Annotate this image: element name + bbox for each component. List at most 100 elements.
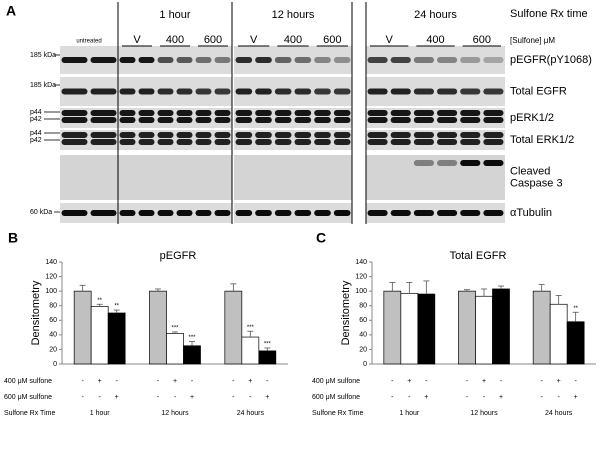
blot-bg [234,155,352,200]
blot-band [333,110,351,116]
blot-band [390,210,411,216]
treatment-sign: - [466,394,469,401]
blot-band [314,117,331,123]
treatment-sign: + [407,378,411,385]
row-label: pERK1/2 [510,112,554,124]
blot-band [90,88,117,95]
blot-band [255,88,272,95]
blot-band [333,210,351,216]
y-tick-label: 20 [359,346,367,353]
blot-band [367,139,388,145]
blot-band [61,210,88,216]
x-tick-label: 12 hours [161,410,189,417]
blot-band [294,57,312,63]
blot-band [255,57,272,63]
marker-label: 185 kDa [30,82,56,89]
blot-band [61,132,88,138]
bar [258,350,277,365]
treatment-sign: + [424,394,428,401]
y-tick-label: 60 [359,317,367,324]
blot-band [314,88,331,95]
panel-letter: B [8,230,18,246]
blot-band [274,88,292,95]
blot-band [460,110,481,116]
blot-band [483,132,504,138]
treatment-sign: - [540,394,543,401]
blot-bg [118,77,232,106]
blot-band [176,117,193,123]
x-tick-label: 1 hour [399,410,420,417]
significance: ** [114,304,119,310]
treatment-sign: - [483,394,486,401]
bar [475,295,493,365]
blot-band [413,139,434,145]
time-label: 12 hours [272,9,315,21]
panel-letter: A [6,3,16,19]
blot-band [214,117,231,123]
treatment-sign: + [557,378,561,385]
bar [90,306,109,365]
bar [566,321,585,365]
chart-title: pEGFR [160,250,197,262]
blot-band [390,110,411,116]
blot-band [437,160,458,166]
blot-band [235,57,253,63]
x-axis-label: Sulfone Rx Time [4,410,55,417]
blot-band [390,117,411,123]
blot-band [61,139,88,145]
y-tick-label: 80 [359,303,367,310]
bar [107,312,126,365]
treatment-sign: - [500,378,503,385]
blot-bg [366,46,505,74]
blot-bg [366,155,505,200]
blot-band [119,57,136,63]
blot-bg [118,130,232,150]
blot-band [437,139,458,145]
blot-band [138,117,155,123]
blot-band [460,88,481,95]
treatment-sign: + [115,394,119,401]
blot-band [314,110,331,116]
blot-bg [118,203,232,223]
blot-band [483,88,504,95]
dose-label: 400 [166,34,184,46]
blot-band [314,57,331,63]
dose-label: 600 [323,34,341,46]
blot-band [195,139,212,145]
treatment-sign: - [98,394,101,401]
treatment-label: 600 μM sulfone [312,394,360,401]
treatment-sign: - [191,378,194,385]
significance: *** [264,342,272,348]
blot-band [437,210,458,216]
treatment-sign: - [408,394,411,401]
blot-band [214,210,231,216]
row-label: Caspase 3 [510,177,563,189]
blot-band [138,110,155,116]
dose-label: V [385,34,393,46]
x-tick-label: 12 hours [470,410,498,417]
time-label: 1 hour [159,9,191,21]
chart-title: Total EGFR [450,250,507,262]
blot-band [367,117,388,123]
treatment-sign: - [391,394,394,401]
blot-band [235,117,253,123]
blot-band [157,132,174,138]
blot-band [294,88,312,95]
treatment-sign: + [574,394,578,401]
untreated-label: untreated [76,39,101,45]
blot-band [176,88,193,95]
bar [532,290,551,365]
blot-band [413,117,434,123]
blot-band [90,110,117,116]
blot-band [294,210,312,216]
blot-band [195,57,212,63]
y-tick-label: 0 [53,361,57,368]
blot-bg [234,203,352,223]
x-tick-label: 24 hours [237,410,265,417]
blot-band [61,117,88,123]
marker-label: p44 [30,130,42,137]
bar [149,290,167,365]
blot-band [274,117,292,123]
bar [417,293,436,365]
blot-band [314,210,331,216]
